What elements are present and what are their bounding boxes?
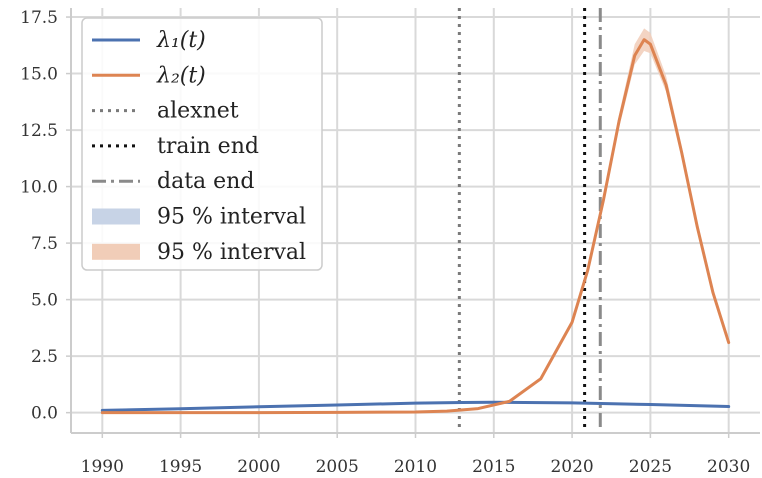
x-tick-label: 2020 <box>550 457 593 477</box>
legend-series-2-label: λ₂(t) <box>156 63 206 88</box>
x-tick-label: 2005 <box>316 457 359 477</box>
x-tick-label: 1990 <box>81 457 124 477</box>
legend-interval-1-swatch <box>92 208 140 225</box>
legend: λ₁(t) λ₂(t) alexnet train end data end 95 % i… <box>81 17 323 271</box>
y-tick-label: 10.0 <box>20 178 58 198</box>
x-tick-label: 2025 <box>629 457 672 477</box>
grid-lines <box>71 8 760 433</box>
legend-vline-1-label: alexnet <box>157 99 239 124</box>
legend-vline-2-label: train end <box>157 134 259 159</box>
x-tick-label: 2030 <box>707 457 750 477</box>
legend-interval-2-label: 95 % interval <box>157 240 306 265</box>
y-tick-label: 17.5 <box>20 8 58 28</box>
y-tick-label: 7.5 <box>31 234 58 254</box>
series-line-1 <box>100 400 731 412</box>
x-tick-label: 1995 <box>159 457 202 477</box>
legend-interval-2-swatch <box>92 243 140 260</box>
x-tick-label: 2000 <box>237 457 280 477</box>
y-tick-label: 0.0 <box>31 404 58 424</box>
y-tick-label: 5.0 <box>31 291 58 311</box>
axes <box>66 8 760 438</box>
reference-lines <box>457 8 602 433</box>
y-tick-label: 2.5 <box>31 347 58 367</box>
legend-interval-1-label: 95 % interval <box>157 205 306 230</box>
series-line-2 <box>100 38 731 415</box>
y-tick-label: 15.0 <box>20 65 58 85</box>
y-tick-label: 12.5 <box>20 121 58 141</box>
tick-labels: 1990 1995 2000 2005 2010 2015 2020 2025 2030 0.0 2… <box>20 8 750 477</box>
x-tick-label: 2015 <box>472 457 515 477</box>
legend-box <box>81 17 323 271</box>
legend-series-1-label: λ₁(t) <box>156 28 206 53</box>
legend-vline-3-label: data end <box>157 169 254 194</box>
series-lines <box>100 38 731 415</box>
x-tick-label: 2010 <box>394 457 437 477</box>
